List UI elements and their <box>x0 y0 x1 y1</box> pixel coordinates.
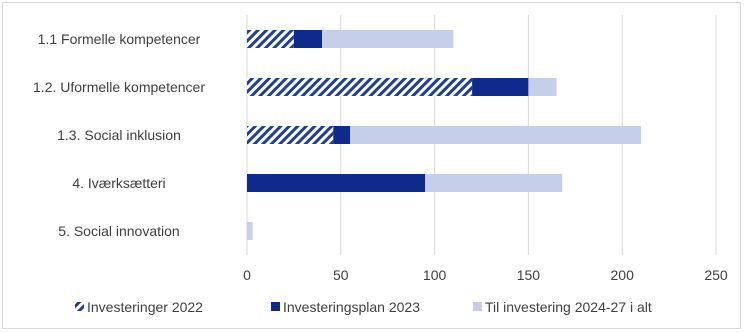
category-label: 1.3. Social inklusion <box>57 127 181 143</box>
category-label: 1.1 Formelle kompetencer <box>38 31 201 47</box>
x-tick-label: 150 <box>517 267 541 283</box>
bar-segment <box>247 222 253 240</box>
category-labels: 1.1 Formelle kompetencer 1.2. Uformelle k… <box>33 31 205 239</box>
bar-segment <box>472 78 529 96</box>
bar-segment <box>293 30 323 48</box>
legend-label: Investeringer 2022 <box>87 299 203 315</box>
category-label: 5. Social innovation <box>58 223 179 239</box>
x-tick-label: 100 <box>423 267 447 283</box>
bars <box>247 30 641 240</box>
bar-segment <box>247 30 294 48</box>
x-axis-ticks: 0 50 100 150 200 250 <box>243 267 728 283</box>
bar-segment <box>247 78 473 96</box>
category-label: 4. Iværksætteri <box>72 175 165 191</box>
bar-segment <box>322 30 454 48</box>
x-tick-label: 0 <box>243 267 251 283</box>
category-label: 1.2. Uformelle kompetencer <box>33 79 205 95</box>
chart-frame: 1.1 Formelle kompetencer 1.2. Uformelle k… <box>2 2 741 329</box>
bar-segment <box>247 174 426 192</box>
legend: Investeringer 2022 Investeringsplan 2023 T… <box>75 299 652 315</box>
bar-chart: 1.1 Formelle kompetencer 1.2. Uformelle k… <box>33 15 728 315</box>
x-tick-label: 250 <box>704 267 728 283</box>
legend-swatch <box>271 302 280 311</box>
bar-segment <box>350 126 641 144</box>
legend-label: Investeringsplan 2023 <box>283 299 420 315</box>
bar-segment <box>425 174 563 192</box>
bar-segment <box>333 126 351 144</box>
x-tick-label: 50 <box>333 267 349 283</box>
bar-segment <box>528 78 557 96</box>
legend-label: Til investering 2024-27 i alt <box>485 299 652 315</box>
bar-segment <box>247 126 334 144</box>
x-tick-label: 200 <box>611 267 635 283</box>
legend-swatch <box>473 302 482 311</box>
legend-swatch <box>75 302 84 311</box>
